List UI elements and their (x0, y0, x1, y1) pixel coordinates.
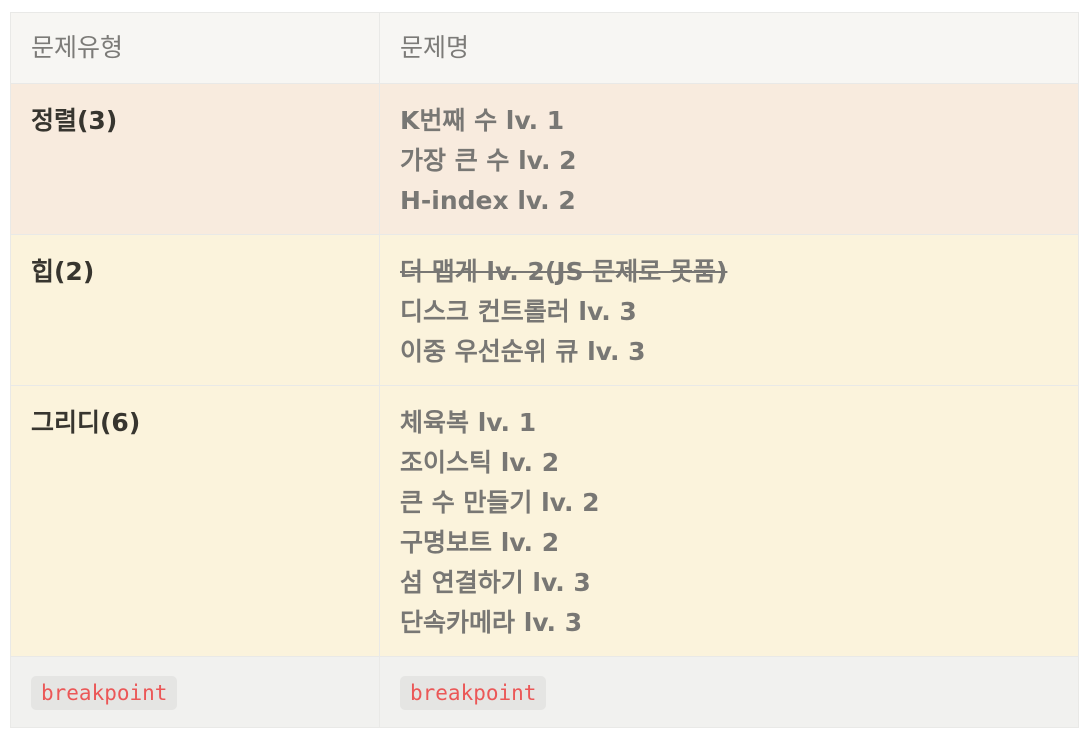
breakpoint-cell-category: breakpoint (10, 656, 380, 728)
problem-item: H-index lv. 2 (400, 186, 576, 215)
table-row: 정렬(3) K번째 수 lv. 1 가장 큰 수 lv. 2 H-index l… (10, 83, 1079, 235)
category-label: 그리디(6) (31, 408, 141, 437)
category-label: 정렬(3) (31, 106, 118, 135)
category-cell: 정렬(3) (10, 83, 380, 235)
table-row-breakpoint: breakpoint breakpoint (10, 656, 1079, 728)
problem-item: 체육복 lv. 1 (400, 408, 537, 437)
problems-cell: 더 맵게 lv. 2(JS 문제로 못품) 디스크 컨트롤러 lv. 3 이중 … (379, 234, 1079, 386)
problem-item-struck: 더 맵게 lv. 2(JS 문제로 못품) (400, 257, 728, 286)
problem-item: 구명보트 lv. 2 (400, 528, 560, 557)
category-cell: 그리디(6) (10, 385, 380, 657)
problem-table-container: 문제유형 문제명 정렬(3) K번째 수 lv. 1 가장 큰 수 lv. 2 … (10, 12, 1079, 728)
problem-item: 큰 수 만들기 lv. 2 (400, 488, 600, 517)
problems-cell: K번째 수 lv. 1 가장 큰 수 lv. 2 H-index lv. 2 (379, 83, 1079, 235)
problem-table: 문제유형 문제명 정렬(3) K번째 수 lv. 1 가장 큰 수 lv. 2 … (10, 12, 1079, 728)
table-header-row: 문제유형 문제명 (10, 12, 1079, 84)
problems-cell: 체육복 lv. 1 조이스틱 lv. 2 큰 수 만들기 lv. 2 구명보트 … (379, 385, 1079, 657)
header-problem-name: 문제명 (379, 12, 1079, 84)
category-cell: 힙(2) (10, 234, 380, 386)
category-label: 힙(2) (31, 257, 95, 286)
problem-item: 디스크 컨트롤러 lv. 3 (400, 297, 637, 326)
problem-item: 이중 우선순위 큐 lv. 3 (400, 337, 646, 366)
problem-item: 가장 큰 수 lv. 2 (400, 146, 577, 175)
problem-item: 조이스틱 lv. 2 (400, 448, 560, 477)
breakpoint-cell-problem: breakpoint (379, 656, 1079, 728)
table-row: 그리디(6) 체육복 lv. 1 조이스틱 lv. 2 큰 수 만들기 lv. … (10, 385, 1079, 657)
problem-item: 섬 연결하기 lv. 3 (400, 568, 591, 597)
problem-item: K번째 수 lv. 1 (400, 106, 565, 135)
header-category: 문제유형 (10, 12, 380, 84)
table-row: 힙(2) 더 맵게 lv. 2(JS 문제로 못품) 디스크 컨트롤러 lv. … (10, 234, 1079, 386)
inline-code: breakpoint (31, 676, 178, 710)
inline-code: breakpoint (400, 676, 547, 710)
problem-item: 단속카메라 lv. 3 (400, 608, 583, 637)
